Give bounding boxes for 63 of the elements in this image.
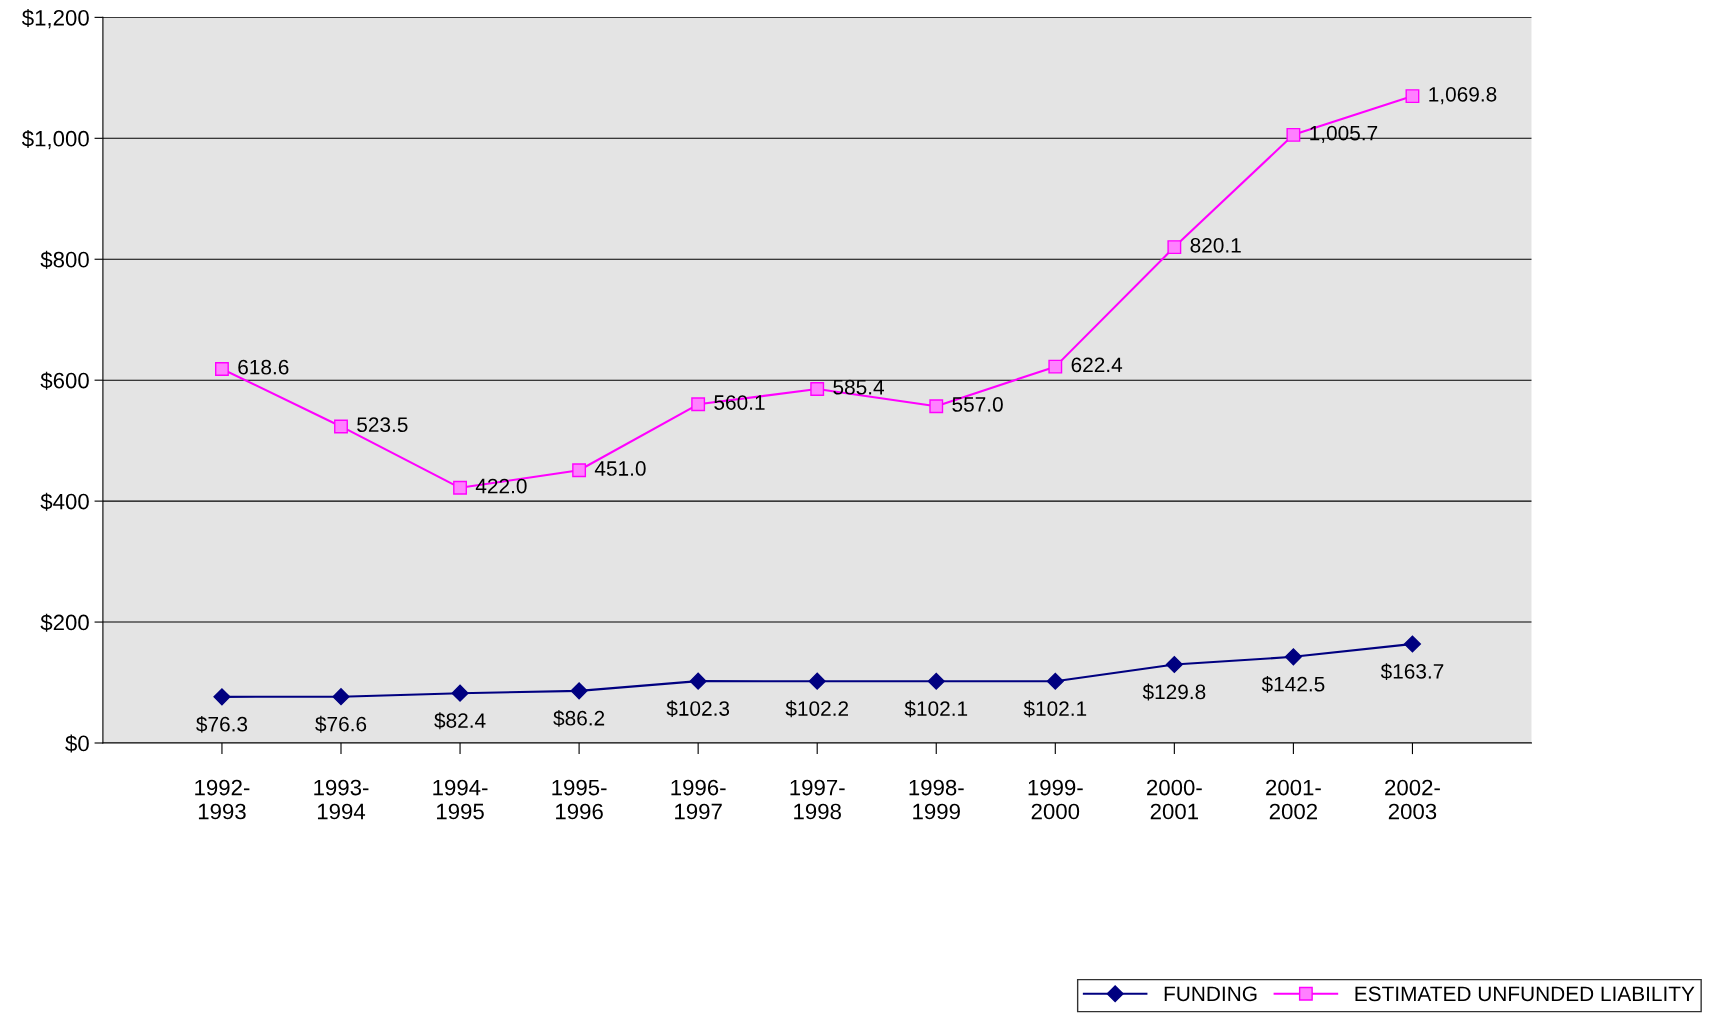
data-label: $86.2 bbox=[553, 709, 605, 727]
point bbox=[689, 672, 707, 690]
data-label: 422.0 bbox=[475, 478, 527, 494]
data-label: $129.8 bbox=[1142, 683, 1206, 701]
point bbox=[1403, 635, 1421, 653]
x-tick-label: 1998- 1999 bbox=[909, 779, 964, 820]
data-label: $142.5 bbox=[1261, 675, 1325, 693]
point bbox=[808, 672, 826, 690]
data-label: 1,069.8 bbox=[1429, 86, 1497, 105]
x-tick-label: 2001- 2002 bbox=[1266, 779, 1321, 820]
point bbox=[1165, 655, 1183, 674]
data-label: 622.4 bbox=[1071, 357, 1123, 373]
x-tick-label: 1994- 1995 bbox=[433, 779, 488, 820]
y-tick-label: $800 bbox=[40, 250, 89, 269]
data-label: 451.0 bbox=[594, 461, 646, 476]
point bbox=[453, 480, 467, 495]
point bbox=[1286, 127, 1301, 142]
legend-label: ESTIMATED UNFUNDED LIABILITY bbox=[1355, 986, 1695, 1002]
point bbox=[451, 684, 469, 702]
data-label: 523.5 bbox=[357, 417, 408, 433]
point bbox=[691, 397, 706, 412]
point bbox=[1167, 240, 1182, 255]
data-label: 560.1 bbox=[714, 395, 765, 410]
legend-label: FUNDING bbox=[1164, 986, 1257, 1002]
point bbox=[927, 672, 945, 690]
data-label: $76.6 bbox=[315, 715, 367, 733]
y-tick-label: $1,200 bbox=[21, 8, 89, 29]
data-label: 585.4 bbox=[833, 379, 884, 395]
data-label: $102.2 bbox=[785, 700, 849, 718]
data-label: $102.1 bbox=[1023, 700, 1087, 718]
y-tick-label: $600 bbox=[40, 371, 89, 390]
data-label: $102.3 bbox=[666, 700, 730, 718]
point bbox=[1048, 359, 1063, 374]
x-tick-label: 2000- 2001 bbox=[1147, 779, 1202, 820]
point bbox=[570, 682, 588, 700]
data-label: $82.4 bbox=[434, 712, 486, 730]
x-tick-label: 1992- 1993 bbox=[195, 779, 250, 820]
data-label: $76.3 bbox=[196, 715, 248, 733]
point bbox=[810, 382, 825, 396]
data-label: 618.6 bbox=[238, 359, 289, 375]
x-tick-label: 1999- 2000 bbox=[1028, 779, 1083, 820]
data-label: $163.7 bbox=[1380, 663, 1444, 680]
data-label: $102.1 bbox=[904, 700, 968, 718]
x-tick-label: 1997- 1998 bbox=[790, 779, 845, 820]
y-tick-label: $0 bbox=[65, 734, 89, 753]
x-tick-label: 1993- 1994 bbox=[314, 779, 369, 820]
data-label: 820.1 bbox=[1190, 237, 1241, 253]
point bbox=[1046, 672, 1064, 690]
y-tick-label: $1,000 bbox=[21, 129, 89, 150]
point bbox=[1284, 648, 1302, 666]
point bbox=[929, 399, 944, 414]
point bbox=[213, 688, 231, 706]
y-tick-label: $200 bbox=[40, 613, 89, 632]
point bbox=[1405, 89, 1420, 104]
point bbox=[334, 419, 348, 434]
y-tick-label: $400 bbox=[40, 492, 89, 511]
point bbox=[215, 361, 229, 376]
point bbox=[332, 688, 350, 706]
x-tick-label: 1995- 1996 bbox=[552, 779, 607, 820]
data-label: 557.0 bbox=[952, 397, 1003, 412]
point bbox=[572, 463, 587, 478]
x-tick-label: 1996- 1997 bbox=[671, 779, 726, 820]
x-tick-label: 2002- 2003 bbox=[1385, 779, 1440, 820]
